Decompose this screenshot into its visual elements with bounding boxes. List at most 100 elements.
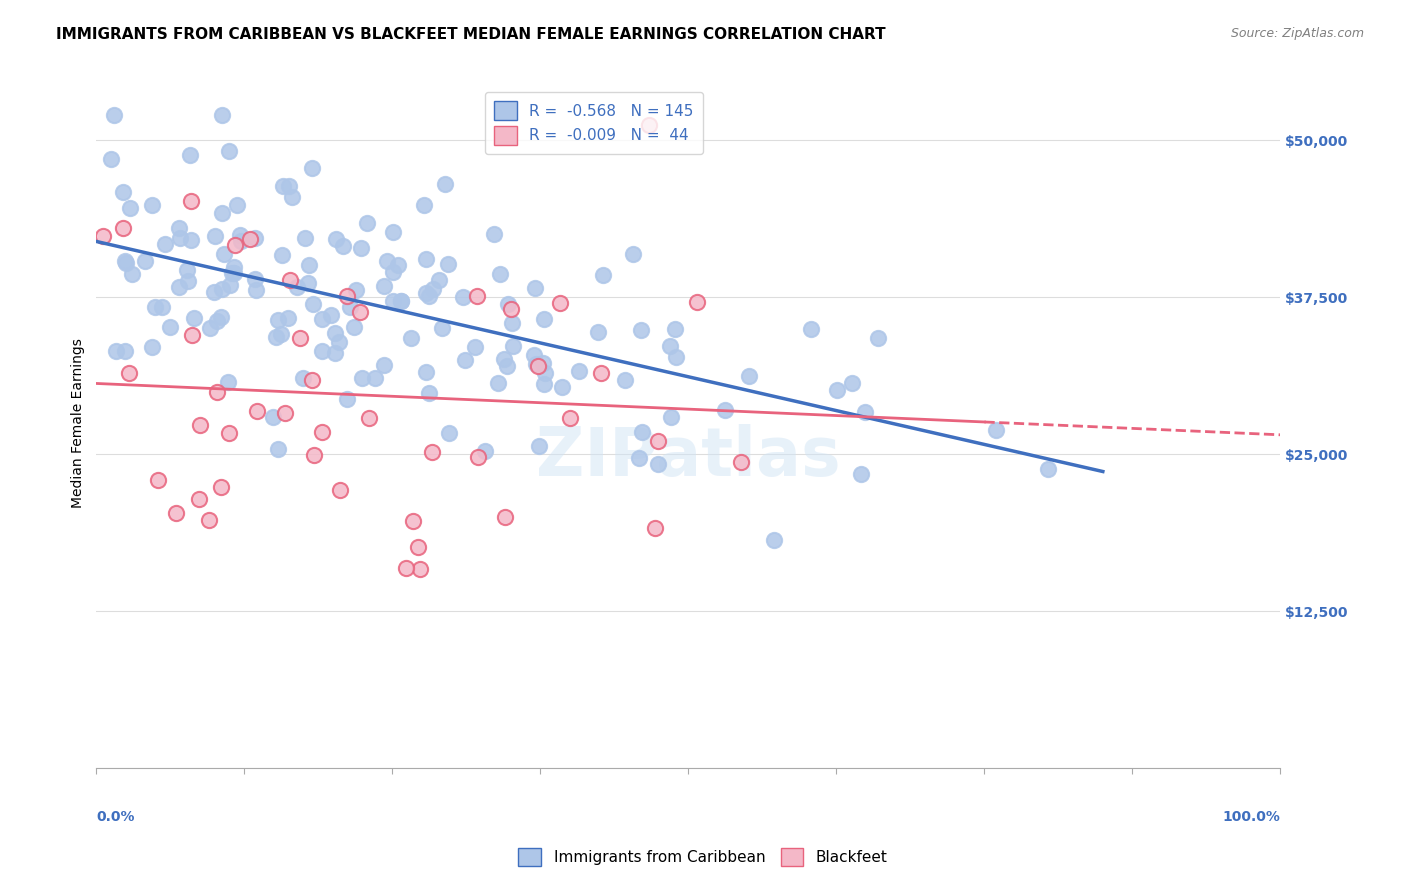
Point xyxy=(738,369,761,384)
Point xyxy=(665,350,688,364)
Point xyxy=(415,252,437,266)
Point xyxy=(533,312,555,326)
Point xyxy=(219,278,242,293)
Point xyxy=(492,352,515,367)
Text: 100.0%: 100.0% xyxy=(1223,810,1281,823)
Point xyxy=(336,289,359,303)
Point xyxy=(143,300,166,314)
Point xyxy=(454,352,477,367)
Point xyxy=(401,331,423,345)
Point xyxy=(763,533,786,547)
Point xyxy=(395,561,418,575)
Point xyxy=(146,473,169,487)
Point xyxy=(134,253,156,268)
Point xyxy=(406,540,429,554)
Point xyxy=(292,370,315,384)
Point xyxy=(121,267,143,281)
Point xyxy=(180,194,202,208)
Point xyxy=(120,201,142,215)
Point xyxy=(141,198,163,212)
Point xyxy=(114,343,136,358)
Point xyxy=(686,295,709,310)
Point xyxy=(568,364,591,378)
Point xyxy=(467,450,489,464)
Point xyxy=(413,198,436,212)
Point xyxy=(245,271,267,285)
Point xyxy=(114,254,136,268)
Point xyxy=(302,449,325,463)
Point xyxy=(356,216,378,230)
Point xyxy=(868,331,890,345)
Point xyxy=(328,334,350,349)
Point xyxy=(531,355,554,369)
Point xyxy=(103,108,125,122)
Point xyxy=(382,293,405,308)
Point xyxy=(375,254,398,268)
Point xyxy=(647,457,669,471)
Point xyxy=(344,283,367,297)
Point xyxy=(415,365,437,379)
Point xyxy=(221,266,243,280)
Point xyxy=(231,235,253,249)
Point xyxy=(183,311,205,326)
Point xyxy=(211,310,233,325)
Point xyxy=(422,282,444,296)
Point xyxy=(323,326,346,340)
Point xyxy=(647,434,669,449)
Point xyxy=(245,283,267,297)
Point xyxy=(217,375,239,389)
Point xyxy=(214,247,236,261)
Point xyxy=(176,262,198,277)
Point xyxy=(169,221,191,235)
Point xyxy=(325,232,347,246)
Point xyxy=(285,280,308,294)
Point xyxy=(105,344,128,359)
Point xyxy=(496,297,519,311)
Point xyxy=(267,313,290,327)
Point xyxy=(180,327,202,342)
Point xyxy=(204,229,226,244)
Point xyxy=(586,326,609,340)
Point xyxy=(401,514,423,528)
Point xyxy=(188,417,211,432)
Point xyxy=(165,507,187,521)
Point xyxy=(533,377,555,392)
Point xyxy=(409,561,432,575)
Point xyxy=(301,161,323,176)
Point xyxy=(218,144,240,158)
Point xyxy=(659,409,682,424)
Point xyxy=(207,313,229,327)
Y-axis label: Median Female Earnings: Median Female Earnings xyxy=(72,338,86,508)
Point xyxy=(523,281,546,295)
Point xyxy=(501,316,523,330)
Point xyxy=(373,358,395,372)
Point xyxy=(177,274,200,288)
Point xyxy=(246,404,269,418)
Point xyxy=(281,190,304,204)
Point xyxy=(278,272,301,286)
Point xyxy=(211,108,233,122)
Point xyxy=(350,242,373,256)
Point xyxy=(150,300,173,314)
Point xyxy=(418,288,440,302)
Point xyxy=(169,231,191,245)
Legend: R =  -0.568   N = 145, R =  -0.009   N =  44: R = -0.568 N = 145, R = -0.009 N = 44 xyxy=(485,92,703,153)
Point xyxy=(141,340,163,354)
Point xyxy=(389,293,412,308)
Point xyxy=(332,239,354,253)
Point xyxy=(179,148,201,162)
Point xyxy=(118,367,141,381)
Point xyxy=(494,510,516,524)
Point xyxy=(451,290,474,304)
Point xyxy=(373,278,395,293)
Point xyxy=(224,260,246,274)
Point xyxy=(224,266,246,280)
Point xyxy=(266,442,288,456)
Point xyxy=(592,268,614,282)
Point xyxy=(211,206,233,220)
Point xyxy=(387,258,409,272)
Point xyxy=(321,308,343,322)
Point xyxy=(465,289,488,303)
Point xyxy=(211,283,233,297)
Point xyxy=(274,407,297,421)
